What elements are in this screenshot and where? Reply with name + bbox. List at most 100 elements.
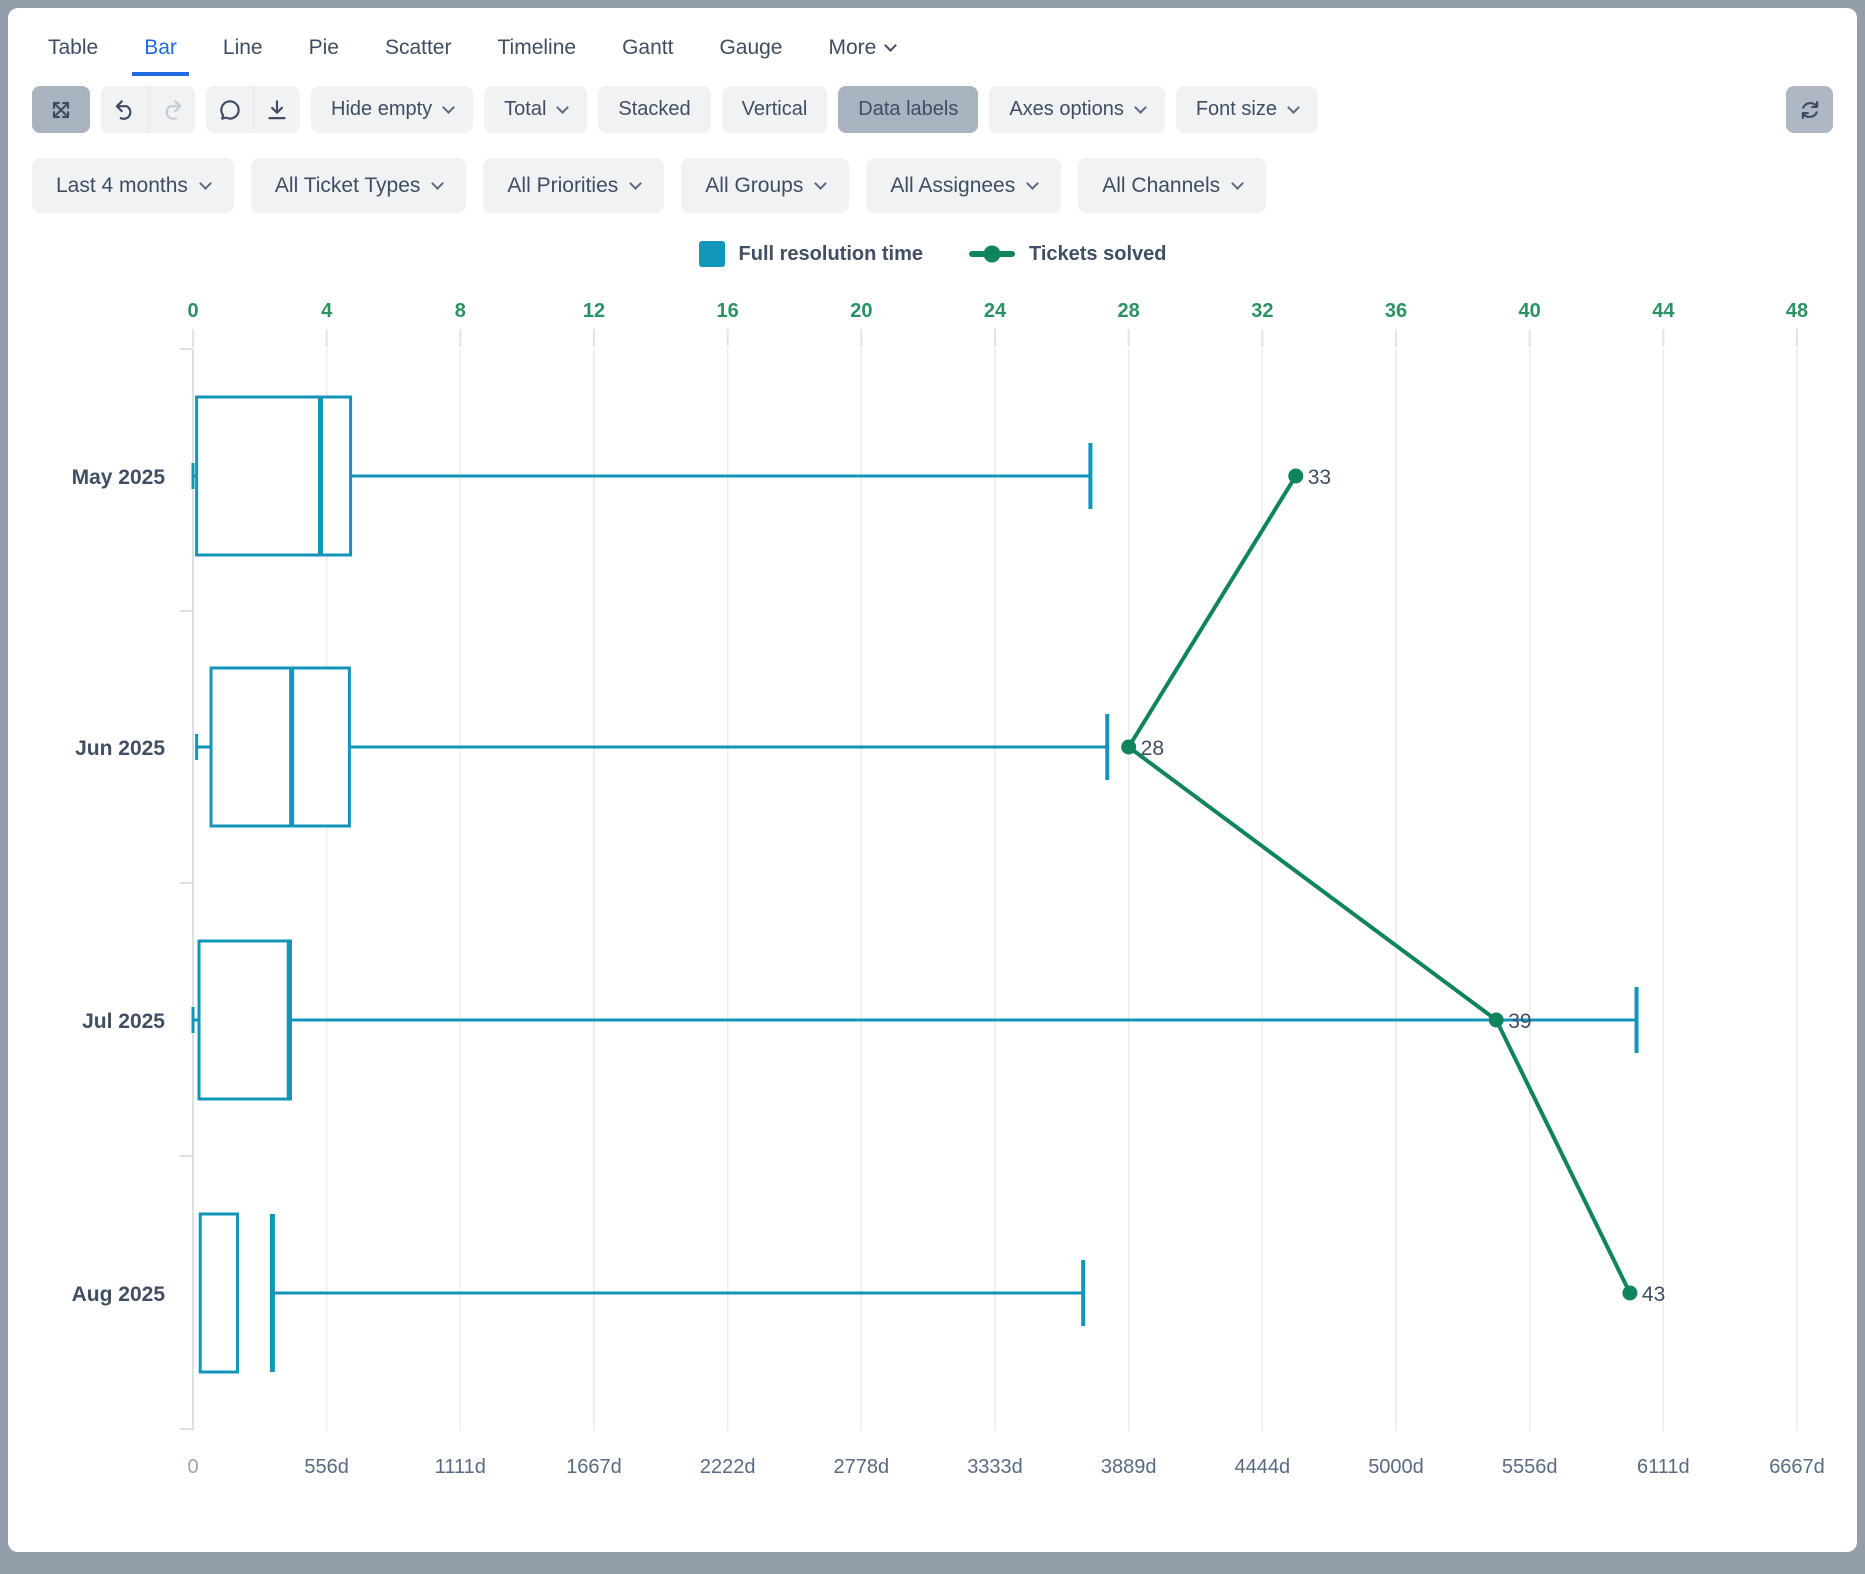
download-button[interactable] [253,86,300,133]
tab-label: Table [48,36,99,59]
chevron-down-icon [1133,100,1147,114]
box-plot[interactable] [198,1212,1086,1374]
chevron-down-icon [1026,176,1040,190]
category-label: Aug 2025 [72,1283,166,1306]
bottom-axis-label: 0 [187,1456,198,1478]
tab-label: Timeline [497,36,577,59]
tab-line[interactable]: Line [223,36,263,76]
bottom-axis-label: 2778d [834,1456,890,1478]
data-point[interactable] [1121,739,1137,755]
data-label: 33 [1308,466,1331,489]
top-axis-label: 44 [1652,300,1675,322]
filter-all-groups[interactable]: All Groups [681,158,850,213]
tab-gantt[interactable]: Gantt [622,36,673,76]
legend-item-tickets-solved[interactable]: Tickets solved [968,242,1167,266]
redo-button[interactable] [148,86,195,133]
box-rect[interactable] [197,939,292,1101]
total-button[interactable]: Total [484,86,588,133]
data-label: 39 [1508,1010,1531,1033]
tab-pie[interactable]: Pie [309,36,339,76]
chart-svg: 004556d81111d121667d162222d202778d243333… [72,300,1825,1478]
bottom-axis-label: 1111d [435,1456,486,1478]
chevron-down-icon [884,39,898,52]
category-label: May 2025 [72,466,166,489]
category-label: Jun 2025 [75,737,165,760]
bottom-axis-label: 3889d [1101,1456,1157,1478]
legend-label: Full resolution time [738,242,923,265]
chevron-down-icon [814,176,828,190]
filter-all-assignees[interactable]: All Assignees [866,158,1062,213]
top-axis-label: 4 [321,300,333,322]
stacked-button[interactable]: Stacked [598,86,711,133]
top-axis-label: 24 [984,300,1007,322]
top-axis-label: 0 [187,300,198,322]
tab-table[interactable]: Table [48,36,98,76]
top-axis-label: 28 [1118,300,1140,322]
box-plot[interactable] [191,939,1639,1101]
bottom-axis-label: 5000d [1368,1456,1424,1478]
bottom-axis-label: 2222d [700,1456,756,1478]
undo-button[interactable] [101,86,148,133]
chevron-down-icon [1231,176,1245,190]
refresh-icon [1801,100,1818,119]
button-label: Font size [1195,98,1277,120]
hide-empty-button[interactable]: Hide empty [311,86,474,133]
legend-label: Tickets solved [1028,242,1167,265]
data-point[interactable] [1622,1285,1638,1301]
axes-options-button[interactable]: Axes options [989,86,1165,133]
tab-more[interactable]: More [829,36,898,76]
top-axis-label: 16 [717,300,739,322]
tab-scatter[interactable]: Scatter [385,36,452,76]
comment-button[interactable] [206,86,253,133]
tab-label: Gauge [719,36,783,59]
font-size-button[interactable]: Font size [1175,86,1318,133]
tab-bar[interactable]: Bar [132,36,189,76]
expand-button[interactable] [32,86,90,133]
top-axis-label: 40 [1519,300,1541,322]
filter-all-ticket-types[interactable]: All Ticket Types [250,158,467,213]
tab-timeline[interactable]: Timeline [497,36,576,76]
toolbar: Hide empty Total Stacked Vertical Data label… [8,76,1857,133]
filter-last-4-months[interactable]: Last 4 months [32,158,234,213]
top-axis-label: 12 [583,300,605,322]
box-rect[interactable] [195,395,353,557]
expand-icon [52,101,70,118]
box-plot[interactable] [195,666,1110,828]
chevron-down-icon [199,176,212,190]
filter-all-priorities[interactable]: All Priorities [483,158,665,213]
bottom-axis-label: 3333d [967,1456,1023,1478]
refresh-button[interactable] [1786,86,1833,133]
top-axis-label: 36 [1385,300,1407,322]
bottom-axis-label: 1667d [566,1456,622,1478]
box-plot[interactable] [191,395,1093,557]
data-label: 43 [1642,1283,1665,1306]
data-point[interactable] [1288,468,1304,484]
button-label: Data labels [858,98,959,120]
data-labels-button[interactable]: Data labels [838,86,979,133]
top-axis-label: 48 [1786,300,1808,322]
box-rect[interactable] [198,1212,240,1374]
filter-label: All Priorities [507,173,619,197]
chevron-down-icon [629,176,643,190]
filter-all-channels[interactable]: All Channels [1078,158,1267,213]
box-rect[interactable] [209,666,351,828]
chart-area: 0 0 4 556d 8 1111d 12 1667d 16 2222d 20 2778d 24 3333… [8,273,1857,1513]
vertical-button[interactable]: Vertical [721,86,828,133]
data-point[interactable] [1488,1012,1504,1028]
legend-item-full-resolution-time[interactable]: Full resolution time [698,241,923,267]
tab-gauge[interactable]: Gauge [719,36,782,76]
redo-icon [165,99,182,120]
button-label: Hide empty [331,98,433,120]
category-label: Jul 2025 [82,1010,165,1033]
filter-label: All Groups [705,173,804,197]
chevron-down-icon [1287,100,1300,114]
square-swatch-icon [698,241,725,267]
top-axis-label: 8 [455,300,466,322]
report-builder-card: Table Bar Line Pie Scatter Timeline Gantt Gauge… [8,8,1857,1552]
top-axis-label: 20 [850,300,872,322]
line-dot-marker-icon [968,251,1015,257]
button-label: Vertical [741,98,808,120]
view-tabs: Table Bar Line Pie Scatter Timeline Gantt Gauge… [8,8,1857,76]
bottom-axis-label: 4444d [1235,1456,1291,1478]
